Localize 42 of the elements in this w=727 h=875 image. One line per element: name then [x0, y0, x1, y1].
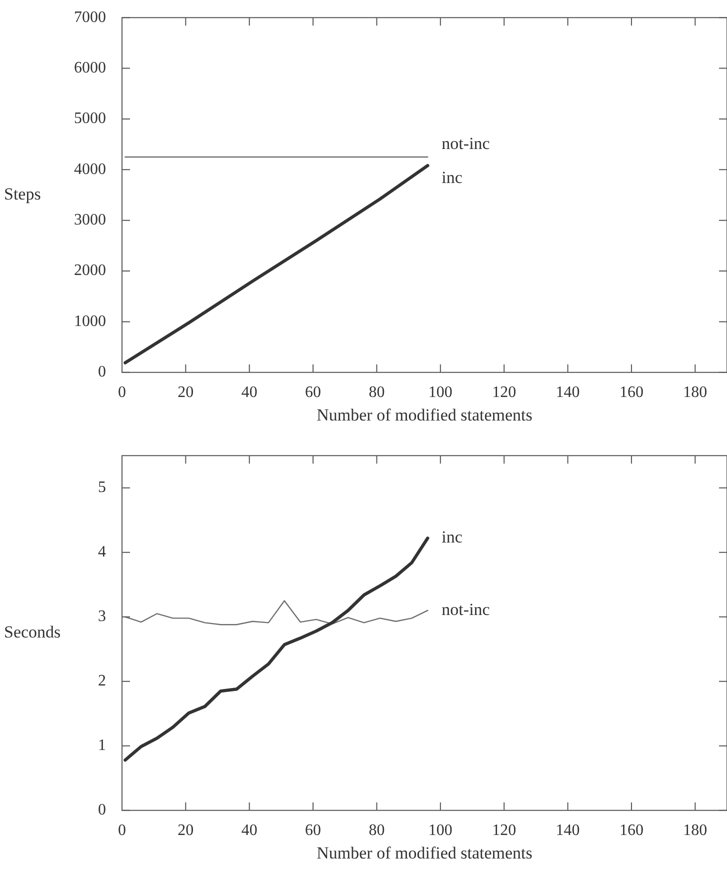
y-tick-label: 1 [98, 737, 106, 754]
y-axis-title: Seconds [4, 622, 61, 642]
x-tick-label: 20 [178, 822, 194, 840]
x-tick-label: 180 [683, 822, 708, 840]
series-label: inc [442, 528, 463, 547]
x-tick-label: 140 [556, 822, 580, 840]
y-tick-label: 7000 [74, 8, 106, 26]
y-tick-label: 5000 [74, 110, 106, 128]
x-tick-label: 20 [178, 384, 194, 402]
y-tick-label: 3 [98, 608, 106, 626]
y-tick-label: 5 [98, 479, 106, 496]
x-tick-label: 100 [428, 822, 452, 840]
x-tick-label: 120 [492, 384, 516, 402]
y-tick-label: 6000 [74, 59, 106, 76]
y-tick-label: 2000 [74, 262, 106, 280]
x-tick-label: 100 [428, 384, 452, 402]
x-tick-label: 60 [305, 384, 322, 402]
y-axis-title: Steps [4, 184, 41, 204]
x-tick-label: 40 [241, 384, 258, 402]
x-tick-label: 80 [368, 822, 385, 840]
x-tick-label: 0 [118, 384, 126, 402]
x-axis-title: Number of modified statements [316, 843, 532, 862]
series-label: not-inc [442, 134, 490, 153]
y-tick-label: 4 [98, 544, 106, 561]
x-tick-label: 160 [619, 822, 644, 840]
series-label: inc [442, 168, 463, 187]
y-tick-label: 4000 [74, 160, 106, 178]
series-label: not-inc [442, 600, 490, 619]
x-axis-title: Number of modified statements [316, 405, 532, 424]
x-tick-label: 0 [118, 822, 126, 840]
y-tick-label: 3000 [74, 212, 106, 229]
x-tick-label: 80 [368, 384, 385, 402]
x-tick-label: 180 [683, 384, 708, 402]
x-tick-label: 160 [619, 384, 644, 402]
x-tick-label: 140 [556, 384, 580, 402]
y-tick-label: 2 [98, 672, 106, 690]
y-tick-label: 0 [98, 364, 106, 381]
y-tick-label: 0 [98, 802, 106, 819]
x-tick-label: 60 [305, 822, 322, 840]
x-tick-label: 120 [492, 822, 516, 840]
x-tick-label: 40 [241, 822, 258, 840]
y-tick-label: 1000 [74, 312, 106, 330]
